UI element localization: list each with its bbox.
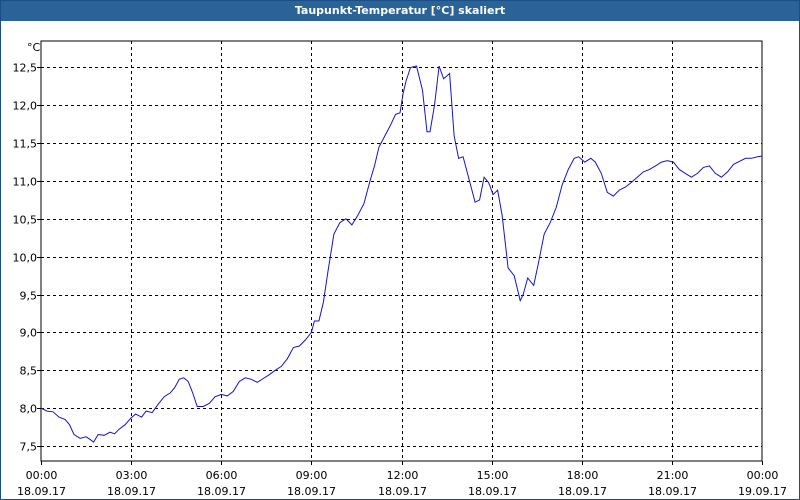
y-axis-unit: °C bbox=[27, 41, 41, 54]
y-tick-label: 12,5 bbox=[13, 62, 38, 75]
y-tick-label: 10,0 bbox=[13, 252, 38, 265]
y-axis: 7,5 8,0 8,5 9,0 9,5 10,0 10,5 11,0 11,5 12,0 12,5 bbox=[13, 62, 41, 454]
x-tick-time-label: 21:00 bbox=[657, 469, 689, 482]
y-tick-label: 9,5 bbox=[20, 290, 38, 303]
x-axis: 00:00 18.09.17 03:00 18.09.17 06:00 18.09.17 0… bbox=[17, 461, 787, 498]
x-tick-date-label: 18.09.17 bbox=[468, 485, 517, 498]
y-tick-label: 9,0 bbox=[20, 327, 38, 340]
series-line bbox=[40, 65, 763, 443]
y-tick-label: 8,5 bbox=[20, 365, 38, 378]
y-tick-label: 7,5 bbox=[20, 441, 38, 454]
y-tick-label: 10,5 bbox=[13, 214, 38, 227]
series-group bbox=[40, 65, 763, 443]
window-title: Taupunkt-Temperatur [°C] skaliert bbox=[1, 1, 799, 21]
y-tick-label: 11,0 bbox=[13, 176, 38, 189]
x-tick-time-label: 18:00 bbox=[567, 469, 599, 482]
x-tick-date-label: 18.09.17 bbox=[287, 485, 336, 498]
y-tick-label: 12,0 bbox=[13, 100, 38, 113]
y-tick-label: 8,0 bbox=[20, 403, 38, 416]
x-tick-date-label: 18.09.17 bbox=[558, 485, 607, 498]
x-tick-date-label: 18.09.17 bbox=[17, 485, 66, 498]
x-tick-time-label: 12:00 bbox=[387, 469, 419, 482]
x-tick-date-label: 18.09.17 bbox=[648, 485, 697, 498]
x-tick-time-label: 06:00 bbox=[206, 469, 238, 482]
y-tick-label: 11,5 bbox=[13, 138, 38, 151]
x-tick-date-label: 19.09.17 bbox=[738, 485, 787, 498]
x-tick-time-label: 09:00 bbox=[296, 469, 328, 482]
x-tick-time-label: 00:00 bbox=[26, 469, 58, 482]
x-tick-date-label: 18.09.17 bbox=[197, 485, 246, 498]
x-tick-date-label: 18.09.17 bbox=[107, 485, 156, 498]
x-tick-time-label: 00:00 bbox=[747, 469, 779, 482]
x-tick-time-label: 15:00 bbox=[477, 469, 509, 482]
plot-frame bbox=[40, 40, 763, 462]
x-tick-time-label: 03:00 bbox=[116, 469, 148, 482]
x-tick-date-label: 18.09.17 bbox=[378, 485, 427, 498]
